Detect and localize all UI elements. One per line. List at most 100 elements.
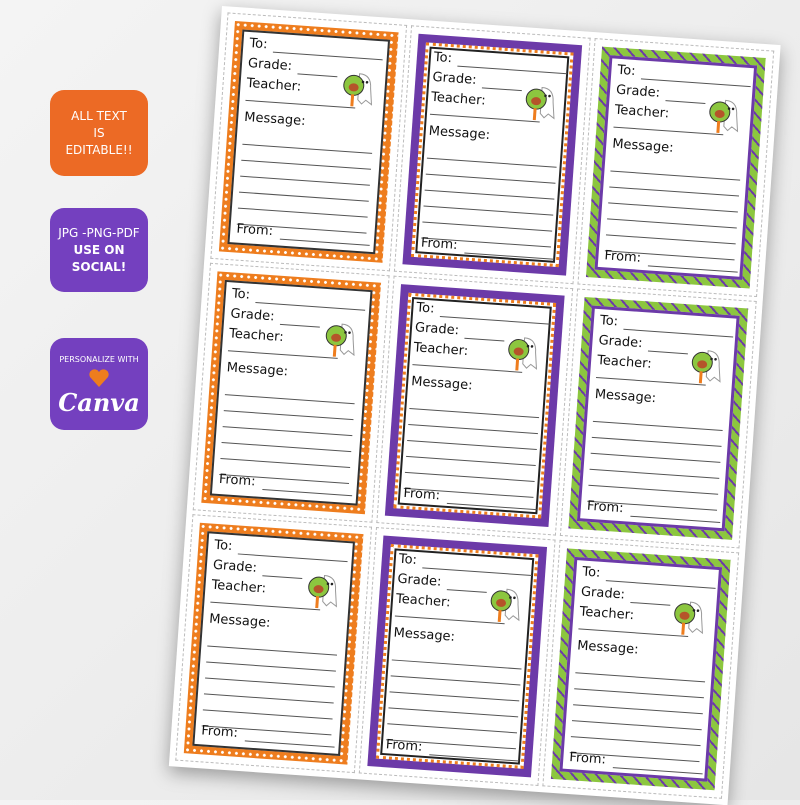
write-line: [240, 175, 370, 186]
message-label: Message:: [393, 625, 456, 645]
write-line: [391, 659, 522, 670]
from-label: From:: [385, 736, 423, 755]
write-line: [423, 205, 554, 216]
write-line: [610, 170, 741, 181]
from-label: From:: [603, 248, 642, 266]
write-line: [481, 87, 522, 92]
write-line: [425, 173, 556, 184]
write-line: [608, 202, 738, 213]
message-label: Message:: [611, 136, 675, 156]
write-line: [220, 458, 351, 469]
grade-label: Grade:: [598, 333, 643, 352]
to-label: To:: [415, 300, 435, 317]
write-line: [224, 394, 355, 405]
editable-badge: ALL TEXT IS EDITABLE!!: [50, 90, 148, 176]
mascot: [525, 86, 555, 121]
card-body: To: Grade: Teacher: Message: From:: [410, 42, 574, 268]
teacher-label: Teacher:: [614, 102, 670, 122]
grade-label: Grade:: [212, 557, 258, 576]
gift-card: To: Grade: Teacher: Message: From:: [559, 288, 757, 549]
write-line: [262, 574, 303, 579]
write-line: [407, 440, 537, 451]
message-label: Message:: [576, 638, 639, 658]
gift-card: To: Grade: Teacher: Message: From:: [393, 25, 591, 285]
write-line: [222, 426, 353, 437]
card-body: To: Grade: Teacher: Message: From:: [227, 29, 391, 255]
grade-label: Grade:: [414, 320, 460, 339]
mascot: [490, 588, 520, 622]
grade-label: Grade:: [580, 584, 626, 603]
write-line: [591, 437, 722, 448]
badge-text: Canva: [58, 387, 140, 417]
teacher-label: Teacher:: [430, 89, 487, 109]
write-line: [237, 207, 368, 218]
write-line: [605, 234, 736, 245]
write-line: [574, 687, 704, 698]
from-label: From:: [200, 723, 239, 741]
to-label: To:: [248, 36, 269, 53]
write-line: [429, 753, 520, 762]
write-line: [203, 693, 334, 704]
write-line: [573, 703, 703, 714]
write-line: [202, 709, 333, 720]
gift-card: To: Grade: Teacher: Message: From:: [542, 539, 740, 799]
teacher-label: Teacher:: [228, 326, 285, 346]
write-line: [612, 766, 703, 775]
card-body: To: Grade: Teacher: Message: From:: [576, 305, 740, 531]
from-label: From:: [586, 499, 625, 517]
write-line: [464, 252, 555, 260]
teacher-label: Teacher:: [211, 577, 267, 597]
card-body: To: Grade: Teacher: Message: From:: [393, 293, 557, 519]
write-line: [241, 159, 372, 170]
write-line: [405, 456, 536, 467]
card-frame: To: Grade: Teacher: Message: From:: [384, 284, 565, 527]
card-frame: To: Grade: Teacher: Message: From:: [550, 548, 731, 791]
card-sheet: To: Grade: Teacher: Message: From: To: Grade: T…: [168, 6, 781, 805]
to-label: To:: [599, 313, 619, 330]
mascot-icon: [504, 333, 541, 379]
card-frame: To: Grade: Teacher: Message: From:: [402, 33, 583, 276]
mascot-icon: [486, 584, 523, 630]
write-line: [297, 73, 338, 78]
write-line: [390, 675, 521, 686]
write-line: [464, 338, 505, 342]
formats-badge: JPG -PNG-PDF USE ON SOCIAL!: [50, 208, 148, 292]
badge-text: JPG -PNG-PDF: [58, 225, 140, 240]
message-label: Message:: [208, 611, 271, 631]
message-label: Message:: [594, 387, 657, 407]
write-line: [404, 472, 535, 483]
write-line: [408, 424, 538, 435]
mascot: [325, 323, 355, 358]
to-label: To:: [213, 537, 233, 554]
write-line: [389, 691, 520, 702]
grade-label: Grade:: [615, 82, 661, 101]
gift-card: To: Grade: Teacher: Message: From:: [175, 513, 373, 774]
mascot-icon: [670, 597, 707, 643]
to-label: To:: [398, 551, 418, 568]
mascot: [308, 574, 337, 608]
write-line: [242, 143, 373, 154]
write-line: [205, 677, 335, 688]
mascot: [691, 350, 721, 384]
write-line: [279, 238, 370, 246]
write-line: [223, 410, 354, 421]
to-label: To:: [616, 62, 637, 79]
card-frame: To: Grade: Teacher: Message: From:: [218, 20, 399, 264]
grade-label: Grade:: [396, 571, 442, 590]
badge-text: USE ON SOCIAL!: [71, 242, 127, 274]
to-label: To:: [231, 286, 251, 303]
badge-text: ALL TEXT IS EDITABLE!!: [65, 108, 133, 157]
write-line: [388, 706, 519, 718]
teacher-label: Teacher:: [579, 604, 635, 623]
gift-card: To: Grade: Teacher: Message: From:: [210, 12, 408, 272]
write-line: [446, 588, 487, 593]
write-line: [221, 442, 352, 453]
teacher-label: Teacher:: [596, 353, 653, 373]
write-line: [207, 645, 338, 656]
mascot-icon: [687, 346, 724, 392]
write-line: [206, 661, 336, 672]
from-label: From:: [218, 472, 256, 490]
card-frame: To: Grade: Teacher: Message: From:: [585, 46, 766, 289]
heart-icon: [89, 368, 109, 387]
